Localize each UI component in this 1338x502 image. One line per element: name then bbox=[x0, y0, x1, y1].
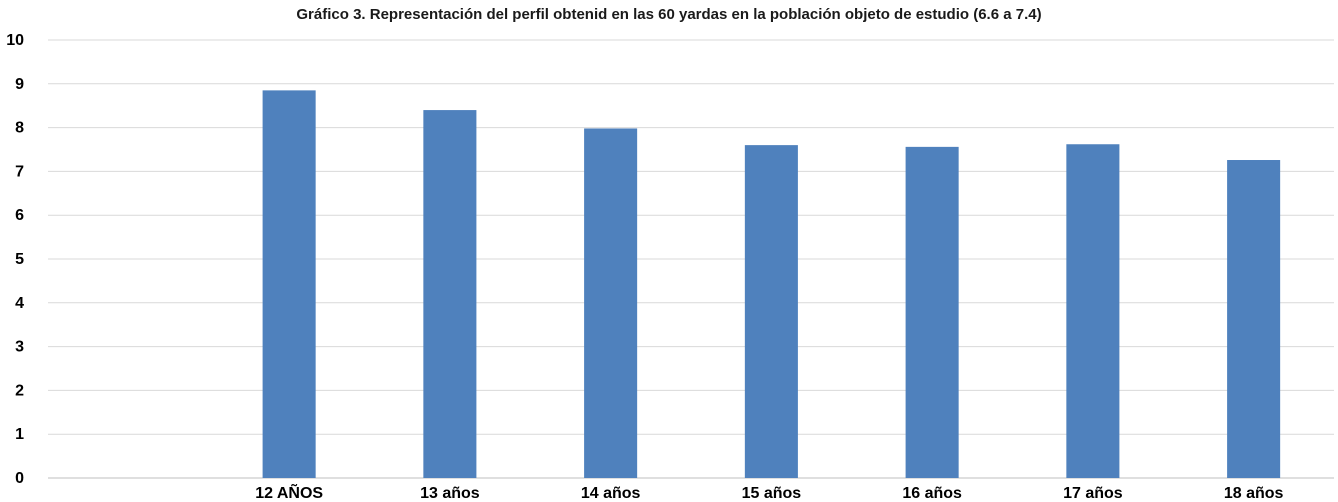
bar bbox=[905, 146, 959, 478]
gridlines bbox=[48, 39, 1334, 479]
x-tick-label: 13 años bbox=[420, 485, 480, 502]
x-tick-label: 14 años bbox=[581, 485, 641, 502]
x-tick-label: 16 años bbox=[902, 485, 962, 502]
y-axis: 0 1 2 3 4 5 6 7 8 9 10 bbox=[6, 32, 24, 487]
y-tick-label: 3 bbox=[15, 339, 24, 356]
x-tick-label: 17 años bbox=[1063, 485, 1123, 502]
x-tick-label: 15 años bbox=[742, 485, 802, 502]
y-tick-label: 8 bbox=[15, 120, 24, 137]
y-tick-label: 1 bbox=[15, 426, 24, 443]
bar bbox=[423, 110, 477, 478]
y-tick-label: 2 bbox=[15, 382, 24, 399]
x-tick-label: 12 AÑOS bbox=[255, 482, 323, 502]
y-tick-label: 5 bbox=[15, 251, 24, 268]
x-axis: 12 AÑOS 13 años 14 años 15 años 16 años 17 añ… bbox=[255, 482, 1283, 502]
y-tick-label: 9 bbox=[15, 76, 24, 93]
x-tick-label: 18 años bbox=[1224, 485, 1284, 502]
bar bbox=[584, 128, 638, 478]
y-tick-label: 7 bbox=[15, 163, 24, 180]
y-tick-label: 6 bbox=[15, 207, 24, 224]
bar bbox=[1227, 160, 1281, 478]
bars bbox=[262, 90, 1281, 479]
y-tick-label: 10 bbox=[6, 32, 24, 49]
y-tick-label: 0 bbox=[15, 470, 24, 487]
y-tick-label: 4 bbox=[15, 295, 24, 312]
chart-title: Gráfico 3. Representación del perfil obt… bbox=[296, 6, 1042, 23]
bar bbox=[262, 90, 316, 479]
bar bbox=[1066, 144, 1120, 478]
bar bbox=[744, 145, 798, 478]
